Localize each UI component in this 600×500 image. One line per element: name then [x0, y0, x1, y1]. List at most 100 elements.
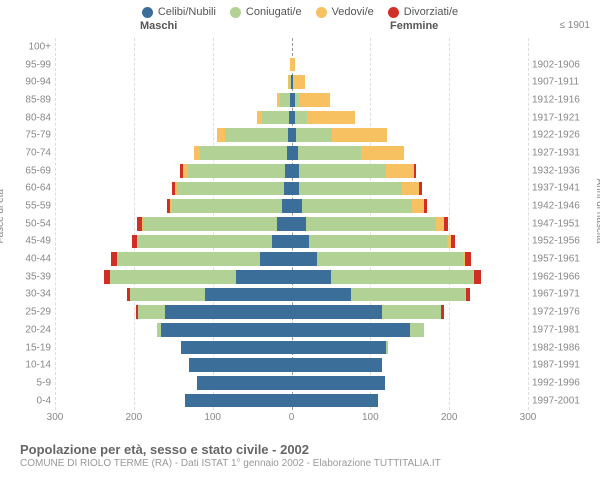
birth-year-label: 1967-1971 [532, 289, 592, 300]
legend-label: Vedovi/e [332, 6, 374, 18]
male-bar [185, 394, 291, 408]
birth-year-label: 1997-2001 [532, 395, 592, 406]
bar-area [55, 93, 528, 107]
chart-footer: Popolazione per età, sesso e stato civil… [0, 438, 600, 469]
female-bar [292, 288, 470, 302]
bar-segment [317, 252, 463, 266]
bar-segment [292, 252, 317, 266]
bar-segment [292, 182, 300, 196]
age-label: 85-89 [15, 94, 51, 105]
age-label: 35-39 [15, 271, 51, 282]
bar-area [55, 199, 528, 213]
bar-segment [272, 235, 292, 249]
age-label: 55-59 [15, 201, 51, 212]
male-bar [127, 288, 292, 302]
bar-area [55, 128, 528, 142]
bar-segment [138, 235, 272, 249]
age-label: 40-44 [15, 254, 51, 265]
bar-segment [419, 182, 421, 196]
bar-area [55, 40, 528, 54]
bar-segment [172, 199, 282, 213]
legend-dot [142, 7, 153, 18]
male-bar [194, 146, 292, 160]
age-label: 100+ [15, 41, 51, 52]
bar-segment [143, 217, 277, 231]
legend-label: Coniugati/e [246, 6, 302, 18]
legend-dot [316, 7, 327, 18]
bar-segment [187, 164, 286, 178]
bar-segment [262, 111, 290, 125]
bar-segment [424, 199, 427, 213]
bar-area [55, 394, 528, 408]
legend: Celibi/NubiliConiugati/eVedovi/eDivorzia… [0, 0, 600, 20]
bar-area [55, 146, 528, 160]
bar-segment [284, 182, 292, 196]
male-header: Maschi [140, 20, 177, 32]
bar-segment [382, 305, 441, 319]
age-label: 80-84 [15, 112, 51, 123]
age-row: 100+ [55, 38, 528, 56]
male-bar [167, 199, 292, 213]
bar-area [55, 288, 528, 302]
age-row: 20-241977-1981 [55, 321, 528, 339]
birth-year-label: 1982-1986 [532, 342, 592, 353]
bar-segment [299, 182, 401, 196]
gridline [528, 38, 529, 410]
bar-segment [189, 358, 291, 372]
bar-area [55, 252, 528, 266]
bar-segment [161, 323, 291, 337]
age-label: 0-4 [15, 395, 51, 406]
column-headers: Maschi Femmine ≤ 1901 [0, 20, 600, 36]
birth-year-label: 1952-1956 [532, 236, 592, 247]
bar-area [55, 270, 528, 284]
x-tick-label: 200 [441, 412, 458, 423]
female-bar [292, 199, 428, 213]
male-bar [111, 252, 292, 266]
bar-segment [331, 270, 473, 284]
bar-segment [292, 199, 302, 213]
age-row: 0-41997-2001 [55, 392, 528, 410]
legend-label: Divorziati/e [404, 6, 458, 18]
age-label: 25-29 [15, 307, 51, 318]
age-row: 45-491952-1956 [55, 233, 528, 251]
female-bar [292, 75, 305, 89]
bar-segment [410, 323, 424, 337]
x-tick-label: 300 [520, 412, 537, 423]
age-label: 45-49 [15, 236, 51, 247]
age-label: 90-94 [15, 77, 51, 88]
age-row: 90-941907-1911 [55, 73, 528, 91]
female-bar [292, 235, 456, 249]
age-label: 60-64 [15, 183, 51, 194]
bar-segment [307, 111, 354, 125]
bar-segment [217, 128, 225, 142]
bar-segment [292, 217, 306, 231]
bar-segment [299, 164, 386, 178]
bar-segment [280, 93, 289, 107]
female-bar [292, 164, 417, 178]
bar-area [55, 305, 528, 319]
bar-segment [292, 235, 309, 249]
bar-segment [292, 341, 387, 355]
bar-segment [451, 235, 456, 249]
age-label: 75-79 [15, 130, 51, 141]
legend-item: Vedovi/e [316, 6, 374, 18]
bar-segment [474, 270, 480, 284]
bar-segment [277, 217, 291, 231]
male-bar [104, 270, 292, 284]
bar-segment [466, 288, 470, 302]
legend-item: Coniugati/e [230, 6, 302, 18]
bar-segment [414, 164, 416, 178]
bar-segment [205, 288, 292, 302]
age-label: 30-34 [15, 289, 51, 300]
male-bar [157, 323, 292, 337]
male-bar [217, 128, 291, 142]
birth-year-label: 1992-1996 [532, 377, 592, 388]
birth-year-label: 1912-1916 [532, 94, 592, 105]
bar-area [55, 58, 528, 72]
age-row: 15-191982-1986 [55, 339, 528, 357]
x-tick-label: 200 [125, 412, 142, 423]
bar-segment [465, 252, 471, 266]
x-tick-label: 100 [362, 412, 379, 423]
age-label: 70-74 [15, 147, 51, 158]
bar-segment [302, 199, 412, 213]
